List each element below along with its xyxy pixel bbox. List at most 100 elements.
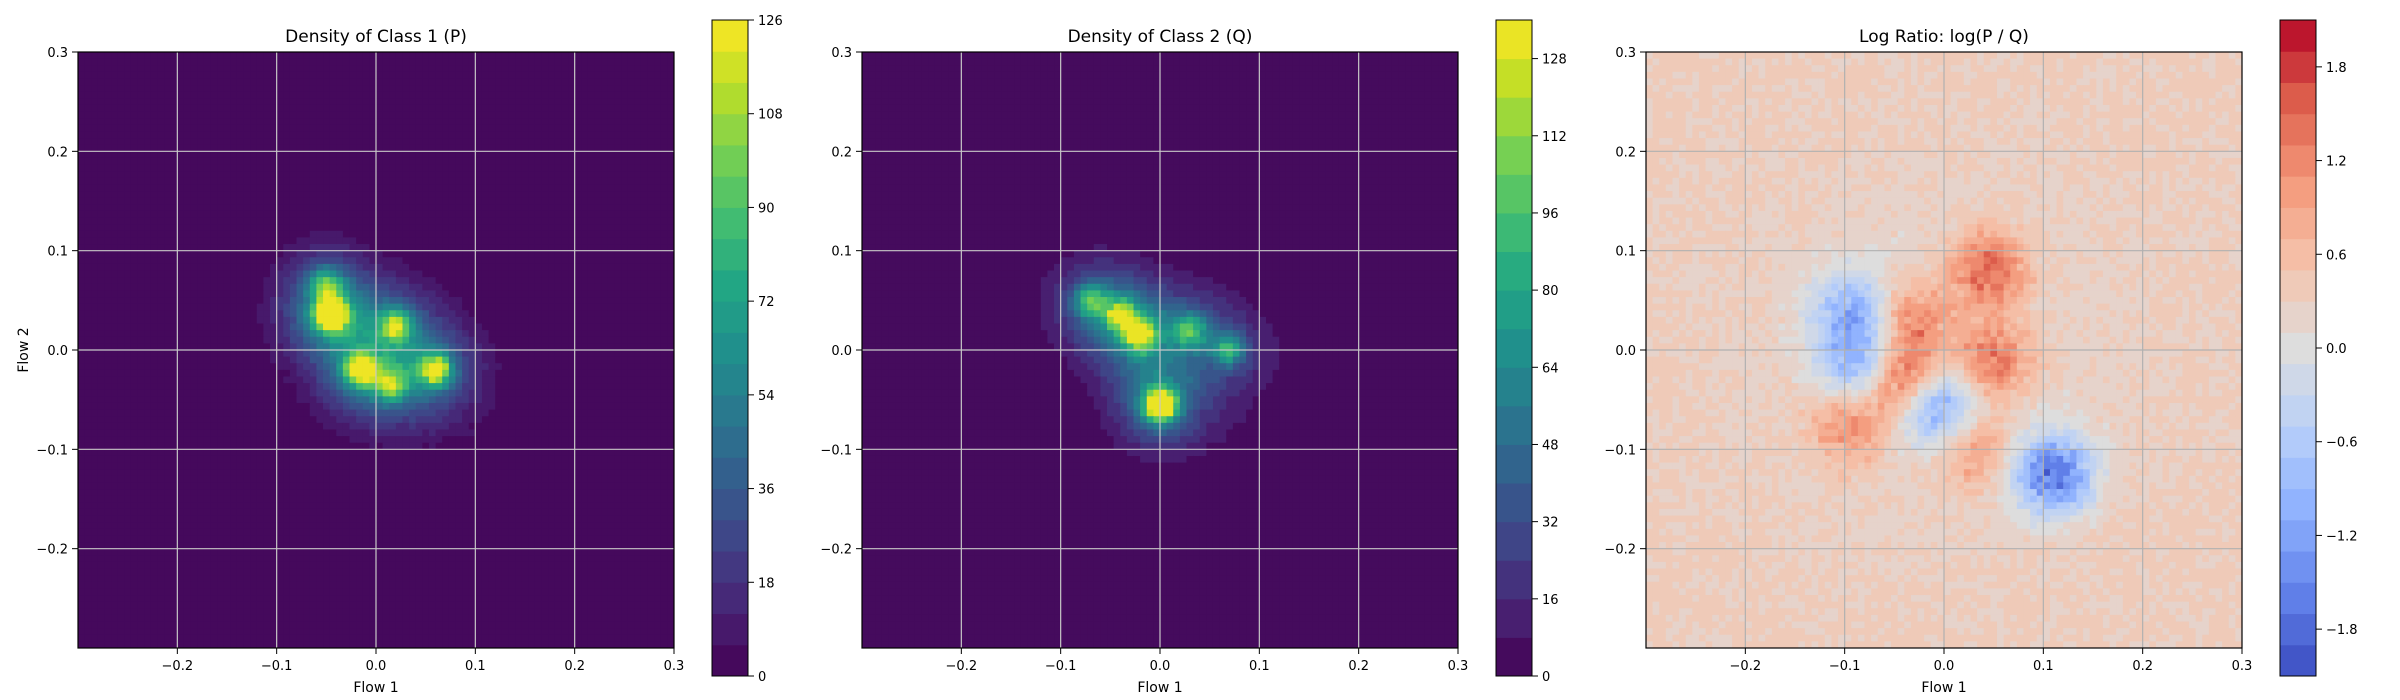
colorbar-level — [712, 176, 748, 208]
colorbar-level — [2280, 363, 2316, 396]
colorbar-level — [712, 82, 748, 115]
colorbar-level — [712, 332, 748, 365]
x-tick-label: 0.0 — [1934, 659, 1955, 674]
colorbar-level — [712, 457, 748, 490]
colorbar-level — [712, 582, 748, 615]
colorbar-level — [1496, 135, 1532, 175]
colorbar-tick-label: 0.6 — [2326, 248, 2347, 263]
heatmap-field-3 — [1646, 52, 2242, 648]
colorbar-level — [712, 113, 748, 146]
colorbar-level — [712, 426, 748, 458]
y-tick-label: 0.1 — [1615, 245, 1636, 260]
y-tick-label: −0.1 — [1604, 443, 1636, 458]
colorbar-level — [2280, 51, 2316, 83]
y-axis-label: Flow 2 — [16, 327, 32, 372]
colorbar-level — [1496, 290, 1532, 330]
colorbar-tick-label: 72 — [758, 295, 775, 310]
colorbar-tick-label: 36 — [758, 483, 775, 498]
colorbar-tick-label: 32 — [1542, 516, 1559, 531]
colorbar-level — [1496, 20, 1532, 60]
colorbar: −1.8 −1.2 −0.6 0.0 0.6 1.2 1.8 — [2279, 19, 2358, 677]
y-tick-label: 0.0 — [47, 344, 68, 359]
colorbar-level — [2280, 113, 2316, 146]
colorbar-level — [1496, 405, 1532, 445]
colorbar-frame — [1495, 19, 1533, 677]
colorbar-level — [2280, 426, 2316, 458]
x-axis-label: Flow 1 — [1921, 680, 1966, 696]
colorbar-level — [2280, 332, 2316, 365]
y-tick-label: 0.2 — [1615, 145, 1636, 160]
x-tick-label: −0.1 — [261, 659, 293, 674]
colorbar-level — [2280, 519, 2316, 552]
x-tick-label: 0.2 — [564, 659, 585, 674]
y-tick-label: 0.1 — [831, 245, 852, 260]
y-tick-label: 0.3 — [47, 46, 68, 61]
colorbar-tick-label: 80 — [1542, 284, 1559, 299]
x-tick-label: −0.1 — [1829, 659, 1861, 674]
colorbar-level — [2280, 488, 2316, 521]
colorbar-level — [1496, 328, 1532, 368]
x-tick-label: 0.2 — [1348, 659, 1369, 674]
x-axis-label: Flow 1 — [1137, 680, 1182, 696]
x-tick-label: −0.2 — [162, 659, 194, 674]
colorbar-tick-label: −1.2 — [2326, 529, 2358, 544]
panel-2: −0.2 −0.1 0.0 0.1 0.2 0.3 −0.2 −0.1 0.0 0.1 0.2 0.3… — [820, 19, 1567, 696]
colorbar-tick-label: 96 — [1542, 207, 1559, 222]
colorbar-level — [1496, 97, 1532, 137]
y-tick-label: −0.2 — [1604, 543, 1636, 558]
y-tick-label: 0.2 — [831, 145, 852, 160]
colorbar-level — [2280, 20, 2316, 52]
colorbar-level — [1496, 251, 1532, 291]
colorbar-tick-label: 18 — [758, 576, 775, 591]
colorbar-level — [1496, 367, 1532, 407]
colorbar-tick-label: −1.8 — [2326, 623, 2358, 638]
chart-title: Density of Class 2 (Q) — [1068, 27, 1253, 47]
colorbar-level — [2280, 551, 2316, 583]
colorbar-level — [1496, 560, 1532, 600]
x-tick-label: −0.2 — [1730, 659, 1762, 674]
colorbar-level — [2280, 207, 2316, 240]
colorbar-level — [1496, 444, 1532, 484]
colorbar-level — [1496, 58, 1532, 98]
y-tick-label: 0.3 — [1615, 46, 1636, 61]
colorbar-level — [712, 394, 748, 427]
x-tick-label: 0.0 — [366, 659, 387, 674]
colorbar-level — [712, 644, 748, 677]
y-tick-label: 0.1 — [47, 245, 68, 260]
colorbar-level — [712, 488, 748, 521]
x-axis-label: Flow 1 — [353, 680, 398, 696]
colorbar-level — [2280, 269, 2316, 302]
colorbar-tick-label: 0.0 — [2326, 342, 2347, 357]
colorbar-level — [712, 363, 748, 396]
colorbar-tick-label: 54 — [758, 389, 775, 404]
colorbar-tick-label: 48 — [1542, 438, 1559, 453]
colorbar-level — [1496, 598, 1532, 638]
x-tick-label: −0.2 — [946, 659, 978, 674]
colorbar-level — [712, 238, 748, 271]
chart-title: Density of Class 1 (P) — [285, 27, 467, 47]
x-tick-label: 0.3 — [1448, 659, 1469, 674]
colorbar-tick-label: 128 — [1542, 53, 1567, 68]
colorbar-level — [1496, 174, 1532, 214]
chart-title: Log Ratio: log(P / Q) — [1859, 27, 2029, 47]
colorbar-level — [2280, 301, 2316, 333]
colorbar-level — [1496, 483, 1532, 523]
colorbar-level — [712, 269, 748, 302]
heatmap-field-1 — [78, 52, 674, 648]
colorbar-level — [1496, 521, 1532, 561]
colorbar: 0 16 32 48 64 80 96 112 128 — [1495, 19, 1567, 685]
y-tick-label: −0.2 — [820, 543, 852, 558]
colorbar-tick-label: 0 — [1542, 670, 1550, 685]
colorbar-level — [2280, 82, 2316, 115]
colorbar-tick-label: 108 — [758, 108, 783, 123]
colorbar-level — [712, 613, 748, 646]
colorbar-level — [2280, 582, 2316, 615]
colorbar-level — [1496, 637, 1532, 677]
colorbar-level — [2280, 394, 2316, 427]
colorbar-frame — [711, 19, 749, 677]
y-tick-label: −0.2 — [36, 543, 68, 558]
y-tick-label: 0.2 — [47, 145, 68, 160]
colorbar-level — [712, 301, 748, 333]
colorbar-level — [712, 20, 748, 52]
